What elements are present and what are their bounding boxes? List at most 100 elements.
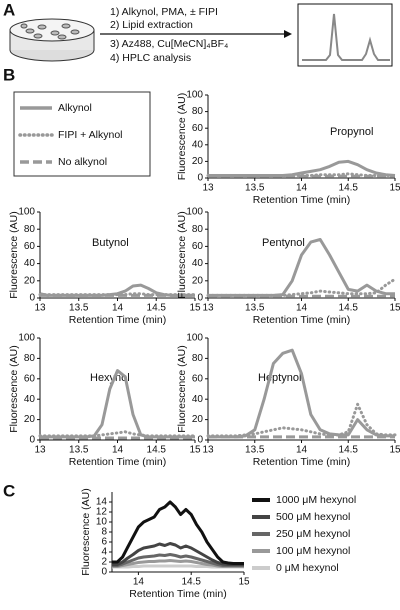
x-axis-label: Retention Time (min) xyxy=(253,314,350,326)
x-tick-label: 14 xyxy=(296,445,308,456)
x-tick-label: 15 xyxy=(189,445,201,456)
series-line xyxy=(112,542,244,566)
x-tick-label: 15 xyxy=(389,303,400,314)
y-tick-label: 20 xyxy=(24,414,36,425)
series-line xyxy=(38,430,197,438)
step: 2) Lipid extraction xyxy=(110,19,193,31)
y-tick-label: 80 xyxy=(192,106,204,117)
series-line xyxy=(39,283,195,297)
culture-dish xyxy=(9,18,95,62)
y-tick-label: 0 xyxy=(197,293,203,304)
y-tick-label: 20 xyxy=(192,414,204,425)
compound-name: Butynol xyxy=(92,237,129,249)
x-tick-label: 14.5 xyxy=(339,303,359,314)
series-line xyxy=(40,369,195,439)
y-tick-label: 60 xyxy=(24,241,36,252)
series-line xyxy=(208,348,395,439)
y-tick-label: 100 xyxy=(186,90,203,101)
y-tick-label: 20 xyxy=(192,275,204,286)
x-tick-label: 15 xyxy=(389,183,400,194)
x-axis-label: Retention Time (min) xyxy=(69,314,166,326)
y-tick-label: 40 xyxy=(192,394,204,405)
y-tick-label: 14 xyxy=(96,497,108,508)
y-tick-label: 40 xyxy=(24,394,36,405)
x-tick-label: 14.5 xyxy=(339,445,359,456)
compound-name: Propynol xyxy=(330,126,373,138)
y-tick-label: 80 xyxy=(24,353,36,364)
y-tick-label: 2 xyxy=(101,557,107,568)
x-tick-label: 14 xyxy=(133,577,145,588)
y-tick-label: 80 xyxy=(24,224,36,235)
y-tick-label: 4 xyxy=(101,547,107,558)
series-line xyxy=(206,277,397,297)
x-tick-label: 13 xyxy=(34,445,46,456)
series-line xyxy=(208,238,395,297)
x-tick-label: 14 xyxy=(112,445,124,456)
x-tick-label: 15 xyxy=(189,303,201,314)
y-axis-label: Fluorescence (AU) xyxy=(80,488,92,576)
chromatogram-icon xyxy=(297,3,393,67)
y-axis-label: Fluorescence (AU) xyxy=(8,211,20,299)
x-tick-label: 13 xyxy=(34,303,46,314)
y-tick-label: 20 xyxy=(24,275,36,286)
series-line xyxy=(112,553,244,567)
panel-label: A xyxy=(3,0,15,19)
y-tick-label: 0 xyxy=(101,567,107,578)
y-axis-label: Fluorescence (AU) xyxy=(176,93,188,181)
y-tick-label: 0 xyxy=(197,435,203,446)
y-tick-label: 100 xyxy=(186,207,203,218)
x-tick-label: 14.5 xyxy=(147,303,167,314)
legend-label: FIPI + Alkynol xyxy=(58,129,123,141)
y-tick-label: 80 xyxy=(192,353,204,364)
y-tick-label: 20 xyxy=(192,156,204,167)
panel-label: C xyxy=(3,481,15,500)
x-tick-label: 13 xyxy=(202,183,214,194)
step: 4) HPLC analysis xyxy=(110,52,191,64)
y-tick-label: 0 xyxy=(29,293,35,304)
y-tick-label: 0 xyxy=(197,173,203,184)
legend-label: Alkynol xyxy=(58,102,92,114)
legend-label: 250 μM hexynol xyxy=(276,528,350,540)
y-axis-label: Fluorescence (AU) xyxy=(176,345,188,433)
x-tick-label: 13 xyxy=(202,445,214,456)
y-tick-label: 40 xyxy=(24,258,36,269)
y-tick-label: 10 xyxy=(96,517,108,528)
compound-name: Heptynol xyxy=(258,372,301,384)
arrow-head xyxy=(284,30,292,38)
compound-name: Hexynol xyxy=(90,372,130,384)
x-tick-label: 14 xyxy=(296,183,308,194)
legend-label: 0 μM hexynol xyxy=(276,562,339,574)
y-tick-label: 100 xyxy=(18,333,35,344)
y-tick-label: 40 xyxy=(192,258,204,269)
y-tick-label: 6 xyxy=(101,537,107,548)
x-axis-label: Retention Time (min) xyxy=(129,588,226,600)
y-tick-label: 60 xyxy=(192,241,204,252)
y-axis-label: Fluorescence (AU) xyxy=(176,211,188,299)
x-tick-label: 15 xyxy=(238,577,250,588)
compound-name: Pentynol xyxy=(262,237,305,249)
step: 1) Alkynol, PMA, ± FIPI xyxy=(110,6,218,18)
y-tick-label: 12 xyxy=(96,507,108,518)
y-tick-label: 100 xyxy=(186,333,203,344)
x-axis-label: Retention Time (min) xyxy=(253,456,350,468)
legend-label: 100 μM hexynol xyxy=(276,545,350,557)
legend-label: 500 μM hexynol xyxy=(276,511,350,523)
y-axis-label: Fluorescence (AU) xyxy=(8,345,20,433)
x-axis-label: Retention Time (min) xyxy=(253,194,350,206)
legend-label: No alkynol xyxy=(58,156,107,168)
y-tick-label: 8 xyxy=(101,527,107,538)
x-tick-label: 13 xyxy=(202,303,214,314)
x-tick-label: 13.5 xyxy=(69,303,89,314)
x-tick-label: 13.5 xyxy=(69,445,89,456)
x-tick-label: 13.5 xyxy=(245,303,265,314)
y-tick-label: 80 xyxy=(192,224,204,235)
step: 3) Az488, Cu[MeCN]₄BF₄ xyxy=(110,38,228,50)
y-tick-label: 0 xyxy=(29,435,35,446)
x-tick-label: 15 xyxy=(389,445,400,456)
series-line xyxy=(208,159,396,177)
panel-label: B xyxy=(3,65,15,84)
x-tick-label: 14.5 xyxy=(339,183,359,194)
y-tick-label: 40 xyxy=(192,139,204,150)
x-tick-label: 13.5 xyxy=(245,445,265,456)
